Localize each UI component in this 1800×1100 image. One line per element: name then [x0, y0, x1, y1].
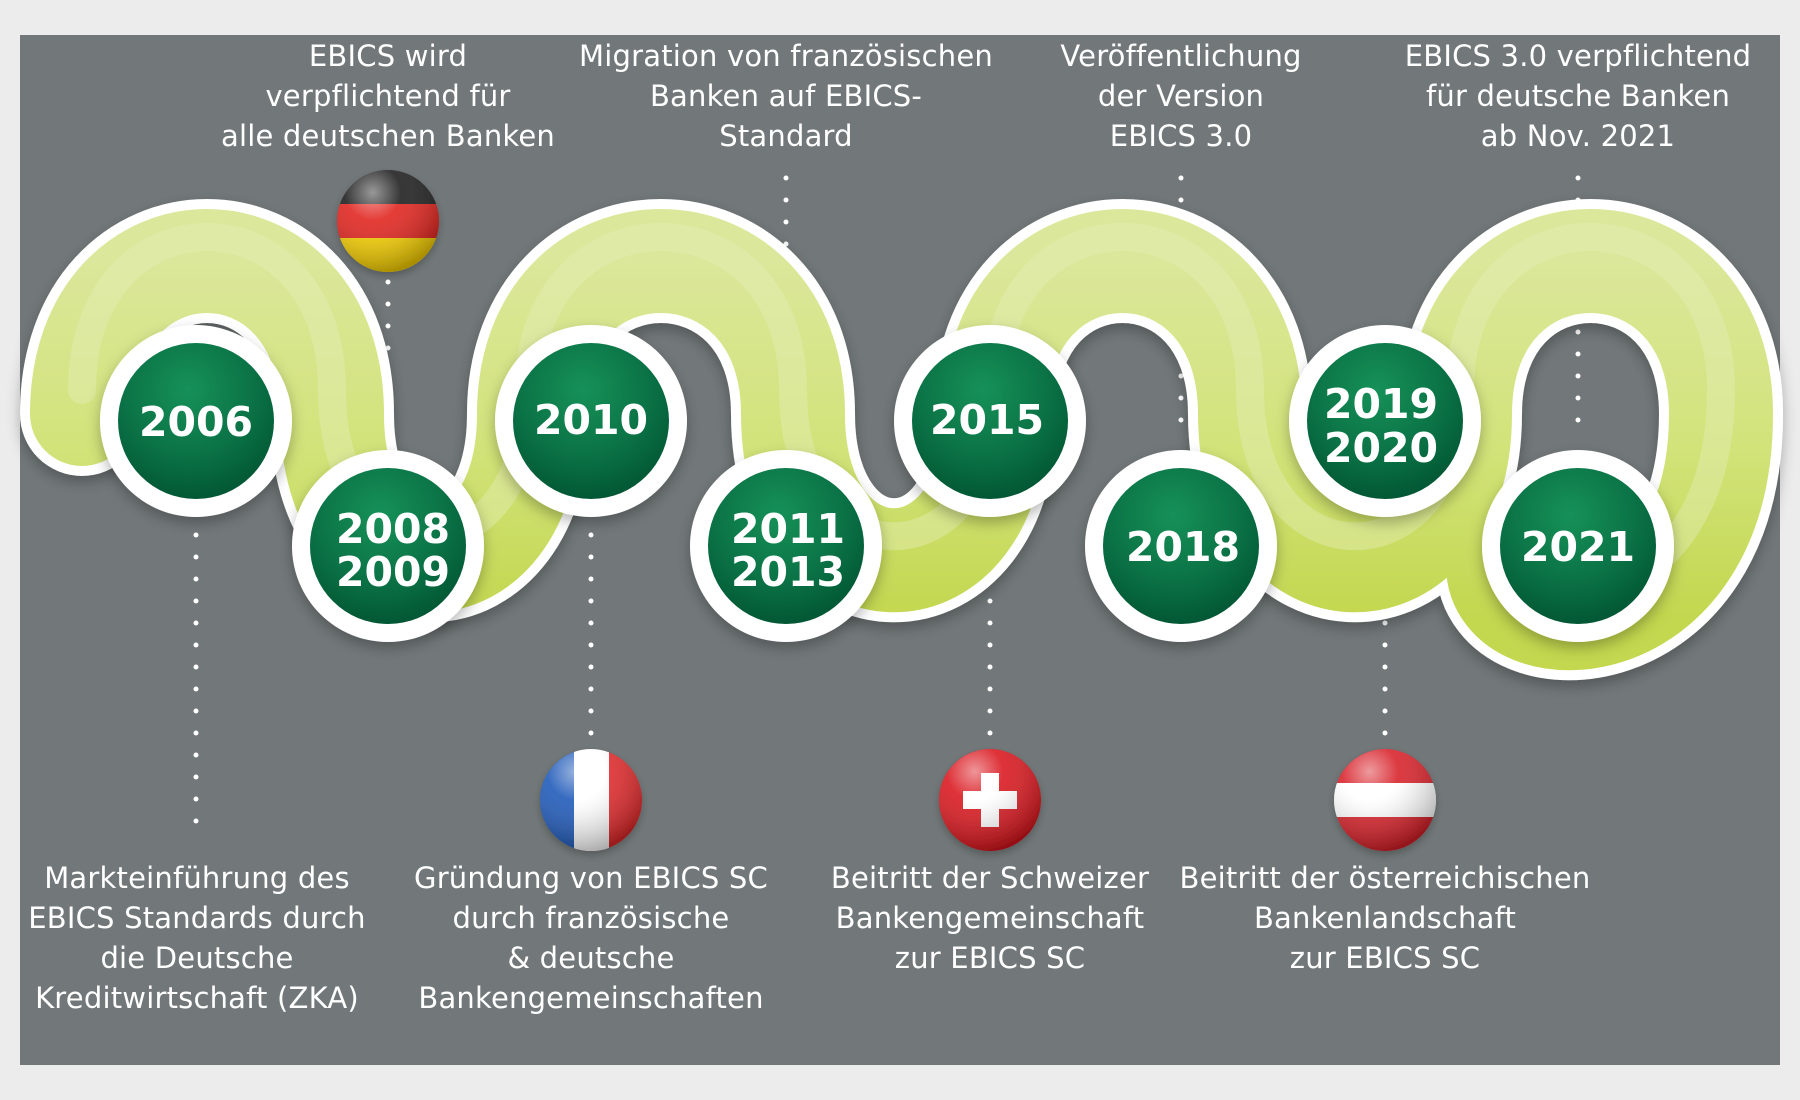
- year-circle-fill: [310, 468, 466, 624]
- milestone-label-2006: Markteinführung des EBICS Standards durc…: [28, 861, 366, 1015]
- year-label-line-2: 2020: [1324, 424, 1438, 472]
- austria-flag-icon: [1334, 749, 1436, 851]
- year-label: 2010: [534, 396, 648, 444]
- year-label: 2018: [1126, 523, 1240, 571]
- year-circle-fill: [118, 343, 274, 499]
- year-circle-fill: [912, 343, 1068, 499]
- year-label: 2021: [1521, 523, 1635, 571]
- year-label-line-2: 2013: [731, 548, 845, 596]
- year-circle-2021: 2021: [1482, 450, 1674, 642]
- year-circle-2010: 2010: [495, 325, 687, 517]
- milestone-label-2010: Gründung von EBICS SC durch französische…: [414, 861, 768, 1015]
- france-flag-icon: [540, 749, 642, 851]
- country-flags: [337, 170, 1436, 851]
- milestone-label-2011-2013: Migration von französischen Banken auf E…: [579, 39, 993, 153]
- year-circle-2011-2013: 2011 2013: [690, 450, 882, 642]
- milestone-label-2008-2009: EBICS wird verpflichtend für alle deutsc…: [220, 39, 556, 153]
- switzerland-flag-icon: [939, 749, 1041, 851]
- year-circle-2018: 2018: [1085, 450, 1277, 642]
- year-label-line-1: 2011: [731, 505, 845, 553]
- year-circle-2006: 2006: [100, 325, 292, 517]
- milestone-label-2021: EBICS 3.0 verpflichtend für deutsche Ban…: [1404, 39, 1752, 153]
- year-label: 2015: [930, 396, 1044, 444]
- year-circle-fill: [1307, 343, 1463, 499]
- connector-lines: [193, 175, 1581, 833]
- year-circle-fill: [1500, 468, 1656, 624]
- year-label-line-2: 2009: [336, 548, 450, 596]
- year-circles: 2006 2008 2009 2010 2011 2013: [100, 325, 1674, 642]
- milestone-label-2019-2020: Beitritt der österreichischen Bankenland…: [1179, 861, 1591, 975]
- milestone-label-2018: Veröffentlichung der Version EBICS 3.0: [1060, 39, 1302, 153]
- year-label: 2006: [139, 398, 253, 446]
- year-circle-2008-2009: 2008 2009: [292, 450, 484, 642]
- year-circle-fill: [513, 343, 669, 499]
- year-label-line-1: 2008: [336, 505, 450, 553]
- milestone-label-2015: Beitritt der Schweizer Bankengemeinschaf…: [830, 861, 1150, 975]
- year-circle-2019-2020: 2019 2020: [1289, 325, 1481, 517]
- year-circle-fill: [708, 468, 864, 624]
- year-circle-2015: 2015: [894, 325, 1086, 517]
- year-label-line-1: 2019: [1324, 380, 1438, 428]
- year-circle-fill: [1103, 468, 1259, 624]
- germany-flag-icon: [337, 170, 439, 272]
